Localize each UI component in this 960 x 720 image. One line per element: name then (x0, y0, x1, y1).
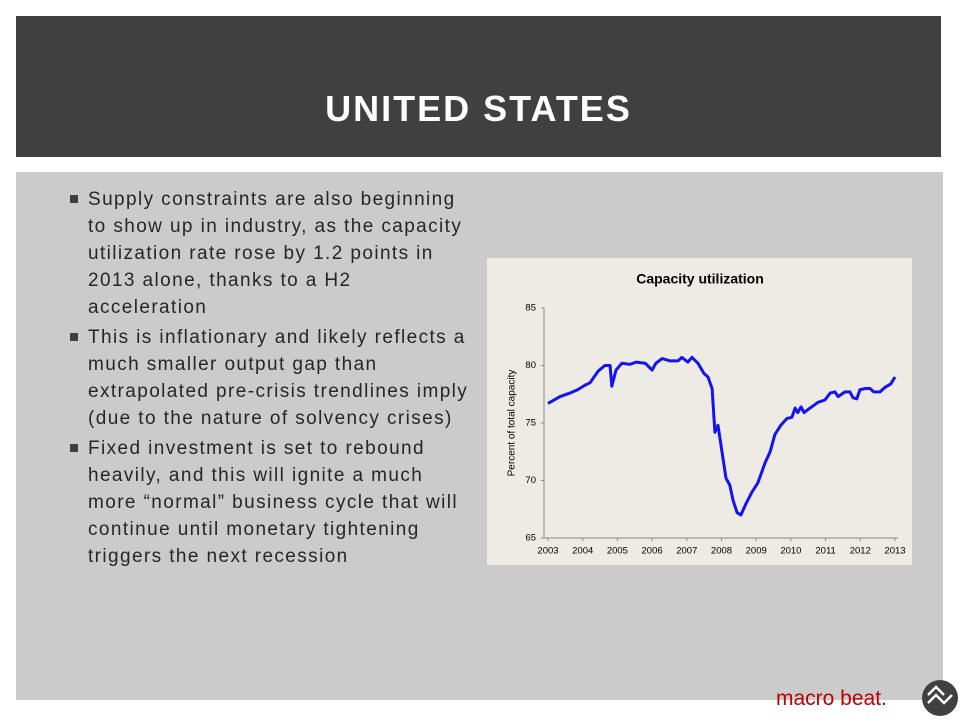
x-tick-label: 2005 (607, 546, 628, 557)
x-tick-label: 2009 (746, 546, 767, 557)
data-line (547, 355, 897, 517)
y-tick-label: 75 (525, 418, 536, 429)
x-tick-label: 2011 (815, 546, 835, 557)
chart-title: Capacity utilization (636, 271, 764, 287)
chart-panel (487, 258, 912, 565)
logo-mark (927, 685, 953, 705)
slide-title: UNITED STATES (325, 88, 632, 129)
x-tick-label: 2013 (884, 546, 905, 557)
bullet-list: Supply constraints are also beginning to… (70, 186, 472, 573)
y-tick-label: 70 (525, 475, 536, 486)
x-tick-label: 2012 (850, 546, 871, 557)
y-axis-label: Percent of total capacity (507, 370, 518, 477)
bullet: Supply constraints are also beginning to… (70, 186, 472, 321)
y-tick-label: 65 (525, 533, 536, 544)
bullet: This is inflationary and likely reflects… (70, 324, 472, 432)
y-tick-label: 80 (525, 360, 536, 371)
x-tick-label: 2007 (676, 546, 697, 557)
x-tick-label: 2010 (780, 546, 801, 557)
brand: macro beat. (776, 687, 887, 710)
x-tick-label: 2008 (711, 546, 732, 557)
x-tick-label: 2006 (642, 546, 663, 557)
x-tick-label: 2003 (537, 546, 558, 557)
bullet: Fixed investment is set to rebound heavi… (70, 435, 472, 570)
header: UNITED STATES (16, 16, 941, 157)
y-tick-label: 85 (525, 303, 536, 314)
x-tick-label: 2004 (572, 546, 593, 557)
